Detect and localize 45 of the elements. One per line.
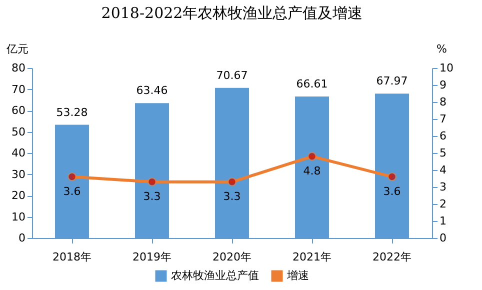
legend-label: 农林牧渔业总产值 <box>171 269 259 282</box>
y-tick-label: 20 <box>12 189 26 202</box>
data-label: 4.8 <box>303 164 321 178</box>
y-axis-title: 亿元 <box>6 42 28 56</box>
point <box>148 178 156 186</box>
y-tick-label: 40 <box>12 146 26 160</box>
x-tick-label: 2018年 <box>52 250 92 264</box>
y2-tick-label: 0 <box>440 232 446 244</box>
y2-tick-label: 8 <box>440 96 446 108</box>
y-tick-label: 80 <box>12 62 26 74</box>
y-tick-label: 10 <box>12 210 26 224</box>
data-label: 70.67 <box>216 68 248 82</box>
y-tick-label: 30 <box>12 168 26 181</box>
x-tick-label: 2021年 <box>292 250 332 264</box>
y2-tick-label: 3 <box>440 180 446 194</box>
y2-tick-label: 1 <box>440 214 446 228</box>
y-tick-label: 70 <box>12 82 26 96</box>
y2-tick-label: 6 <box>440 130 446 142</box>
x-tick-label: 2019年 <box>132 250 172 264</box>
y-tick-label: 0 <box>18 232 26 244</box>
y-tick-label: 60 <box>12 104 26 117</box>
data-label: 66.61 <box>296 77 328 90</box>
data-label: 3.3 <box>143 190 161 203</box>
point <box>308 152 316 161</box>
y2-axis-title: % <box>436 42 447 56</box>
y2-tick-label: 10 <box>440 62 454 74</box>
data-label: 3.6 <box>383 184 401 198</box>
legend-label: 增速 <box>286 269 309 282</box>
chart-title: 2018-2022年农林牧渔业总产值及增速 <box>101 4 363 22</box>
y2-tick-label: 4 <box>440 164 446 176</box>
data-label: 63.46 <box>136 84 168 98</box>
y2-tick-label: 9 <box>440 78 446 92</box>
data-label: 3.6 <box>63 184 81 198</box>
x-tick-label: 2020年 <box>212 250 252 264</box>
point <box>68 172 76 182</box>
data-label: 67.97 <box>376 74 408 88</box>
point <box>388 172 396 182</box>
x-tick-label: 2022年 <box>372 250 412 264</box>
y-tick-label: 50 <box>12 125 26 138</box>
point <box>228 178 236 186</box>
data-label: 3.3 <box>223 190 241 203</box>
y2-tick-label: 5 <box>440 146 446 160</box>
y2-tick-label: 7 <box>440 112 446 126</box>
y2-tick-label: 2 <box>440 198 446 210</box>
data-label: 53.28 <box>56 106 88 119</box>
